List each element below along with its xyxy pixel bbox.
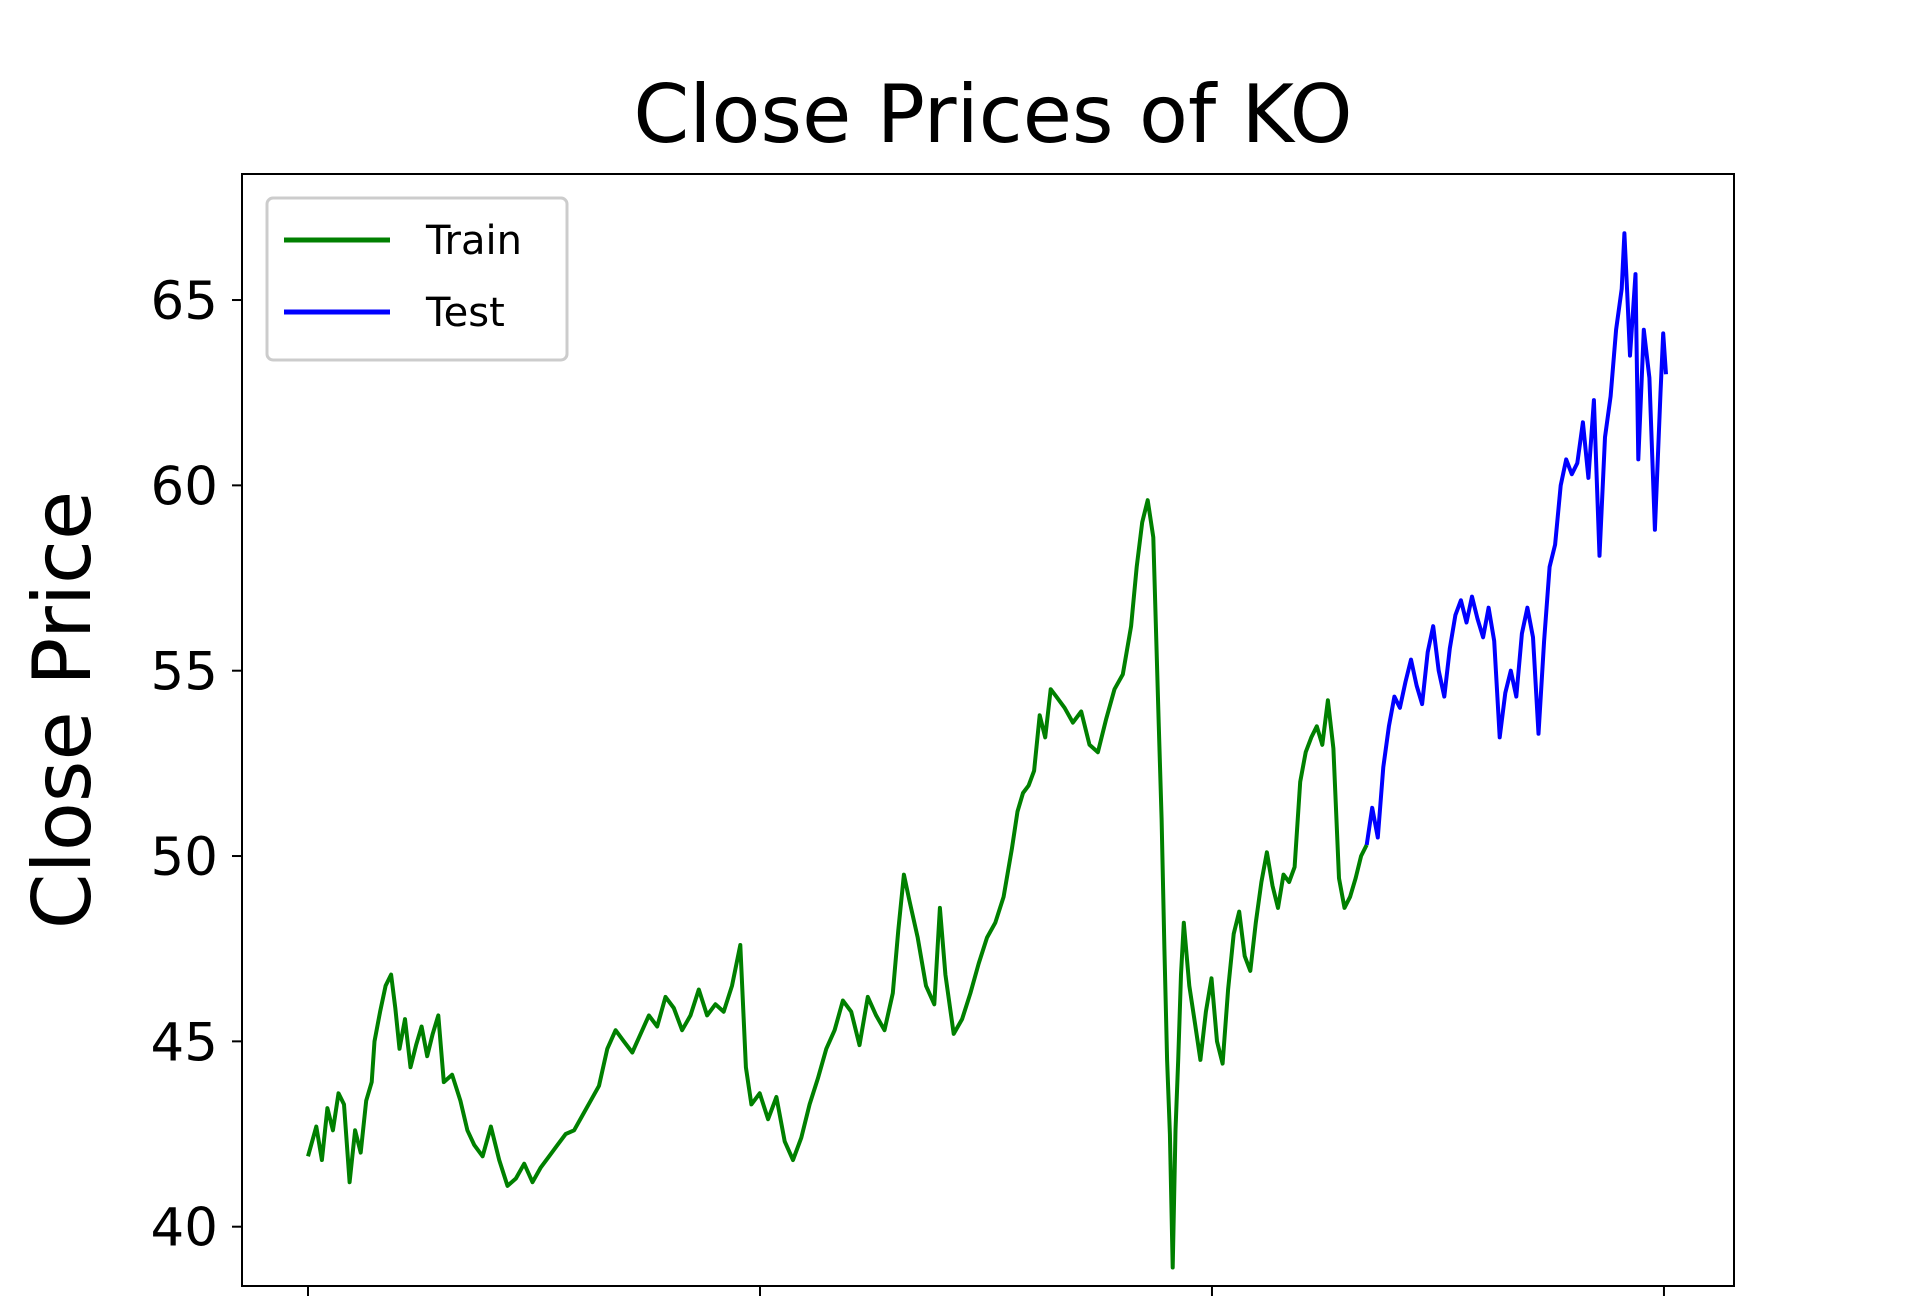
x-axis-ticks [307, 1286, 1665, 1296]
chart-title: Close Prices of KO [633, 68, 1352, 161]
y-tick-label: 50 [151, 827, 218, 888]
y-tick-label: 55 [151, 642, 218, 703]
plot-area [241, 173, 1735, 1287]
y-tick-label: 40 [151, 1198, 218, 1259]
series-line-test [1364, 231, 1668, 846]
series-line-train [306, 498, 1369, 1270]
y-axis-label: Close Price [16, 491, 109, 930]
y-tick-label: 60 [151, 456, 218, 517]
legend-label-test: Test [425, 290, 505, 336]
legend-label-train: Train [425, 218, 522, 264]
y-axis-ticks: 40 45 50 55 60 65 [151, 271, 242, 1259]
legend: Train Test [265, 196, 569, 362]
y-tick-label: 65 [151, 271, 218, 332]
legend-box [265, 196, 569, 362]
y-tick-label: 45 [151, 1012, 218, 1073]
series-layer [306, 231, 1668, 1270]
